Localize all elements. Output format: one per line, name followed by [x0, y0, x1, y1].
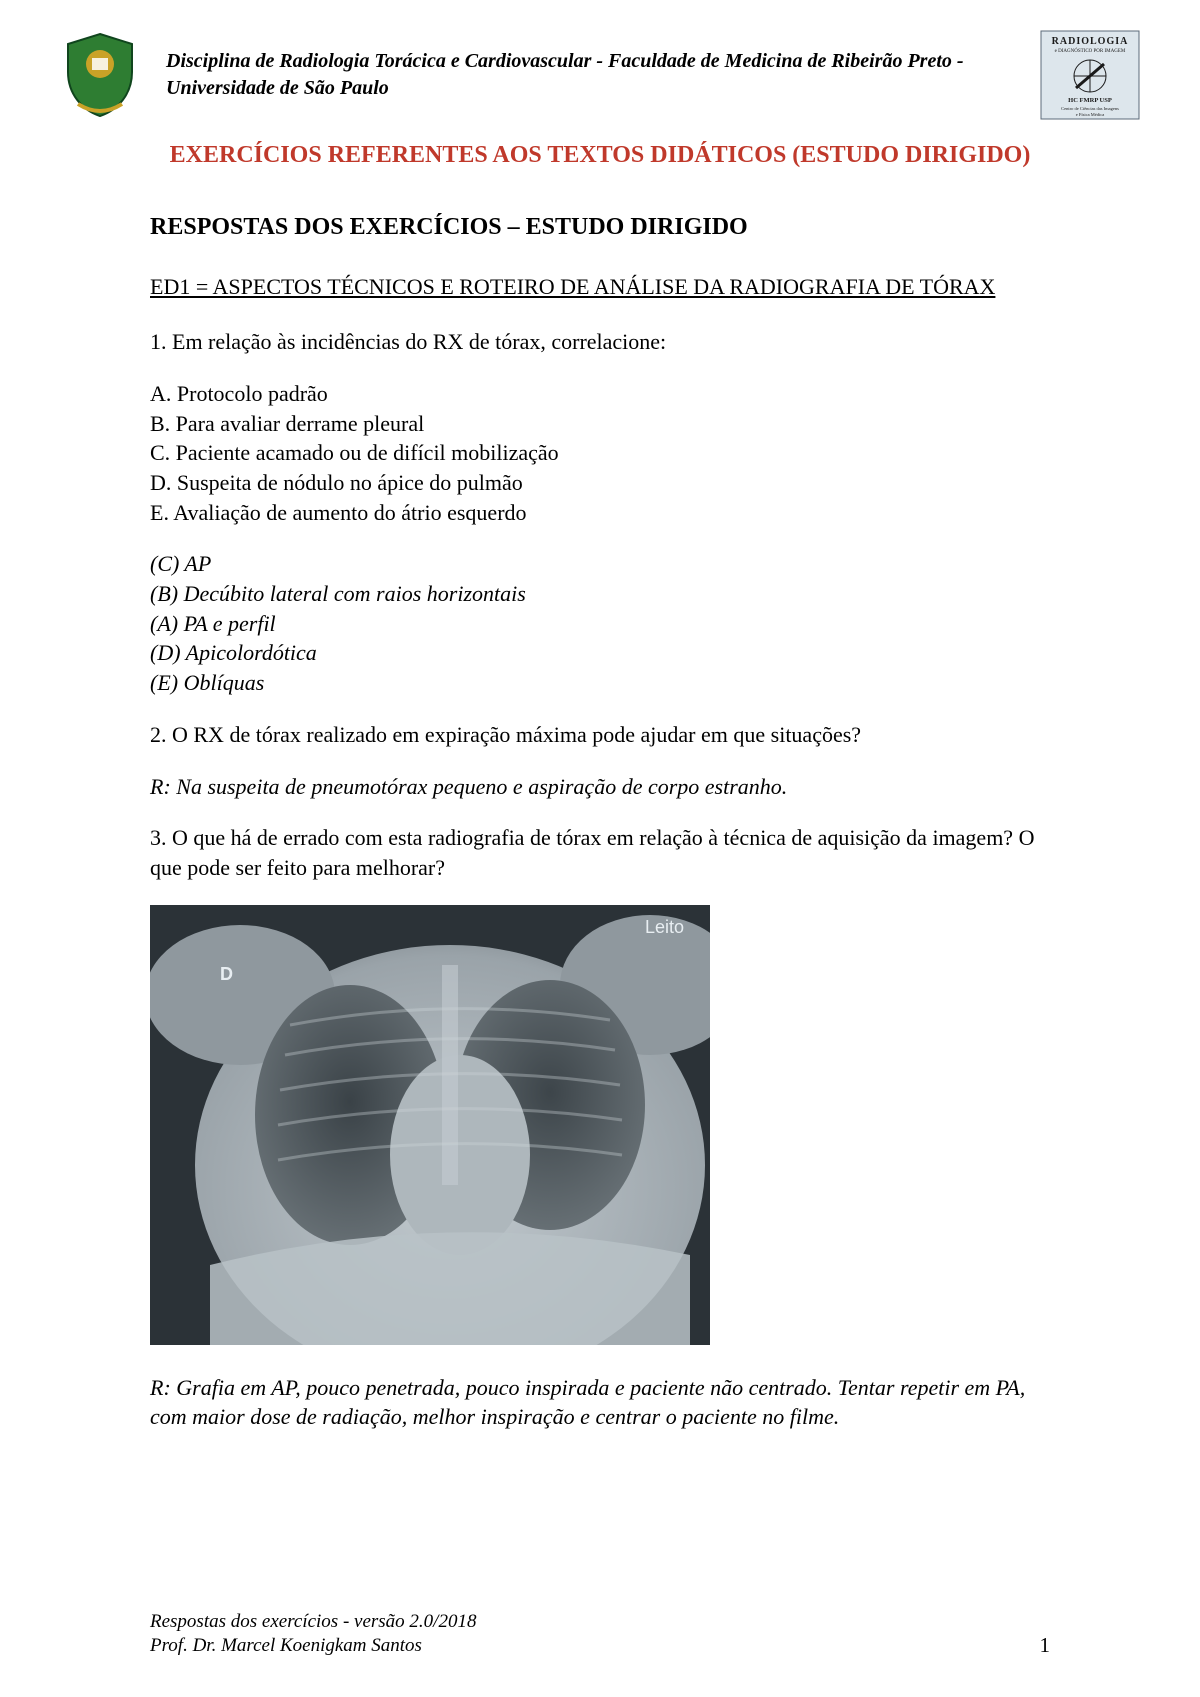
header: Disciplina de Radiologia Torácica e Card…	[60, 30, 1140, 120]
q3-prompt: 3. O que há de errado com esta radiograf…	[150, 823, 1050, 882]
footer-author: Prof. Dr. Marcel Koenigkam Santos	[150, 1634, 476, 1659]
q3-answer: R: Grafia em AP, pouco penetrada, pouco …	[150, 1373, 1050, 1432]
q1-answer: (A) PA e perfil	[150, 609, 1050, 639]
logo-right-title: RADIOLOGIA	[1052, 36, 1129, 47]
footer: Respostas dos exercícios - versão 2.0/20…	[150, 1610, 1050, 1659]
affiliation-text: Disciplina de Radiologia Torácica e Card…	[160, 48, 1020, 102]
q1-option: B. Para avaliar derrame pleural	[150, 409, 1050, 439]
page: Disciplina de Radiologia Torácica e Card…	[0, 0, 1200, 1697]
q2-prompt: 2. O RX de tórax realizado em expiração …	[150, 720, 1050, 750]
logo-right-sub3-b: e Física Médica	[1076, 112, 1105, 117]
q1-answers: (C) AP (B) Decúbito lateral com raios ho…	[150, 549, 1050, 697]
document-title: EXERCÍCIOS REFERENTES AOS TEXTOS DIDÁTIC…	[150, 140, 1050, 171]
xray-label-left: D	[220, 964, 233, 984]
logo-right-sub2: HC FMRP USP	[1068, 97, 1112, 104]
q2-answer: R: Na suspeita de pneumotórax pequeno e …	[150, 772, 1050, 802]
q1-answer: (D) Apicolordótica	[150, 638, 1050, 668]
subsection-title: ED1 = ASPECTOS TÉCNICOS E ROTEIRO DE ANÁ…	[150, 272, 1050, 302]
q1-option: A. Protocolo padrão	[150, 379, 1050, 409]
footer-left: Respostas dos exercícios - versão 2.0/20…	[150, 1610, 476, 1659]
q1-option: E. Avaliação de aumento do átrio esquerd…	[150, 498, 1050, 528]
university-crest-logo	[60, 30, 140, 120]
q1-options: A. Protocolo padrão B. Para avaliar derr…	[150, 379, 1050, 527]
logo-right-sub1: e DIAGNÓSTICO POR IMAGEM	[1055, 48, 1126, 54]
q1-answer: (C) AP	[150, 549, 1050, 579]
footer-version: Respostas dos exercícios - versão 2.0/20…	[150, 1610, 476, 1635]
q1-answer: (B) Decúbito lateral com raios horizonta…	[150, 579, 1050, 609]
q1-answer: (E) Oblíquas	[150, 668, 1050, 698]
radiology-dept-logo: RADIOLOGIA e DIAGNÓSTICO POR IMAGEM HC F…	[1040, 30, 1140, 120]
q1-option: C. Paciente acamado ou de difícil mobili…	[150, 438, 1050, 468]
q1-prompt: 1. Em relação às incidências do RX de tó…	[150, 327, 1050, 357]
xray-label-right: Leito	[645, 917, 684, 937]
section-title: RESPOSTAS DOS EXERCÍCIOS – ESTUDO DIRIGI…	[150, 211, 1050, 243]
content: RESPOSTAS DOS EXERCÍCIOS – ESTUDO DIRIGI…	[60, 211, 1140, 1432]
chest-xray-image: D Leito	[150, 905, 710, 1345]
logo-right-sub3-a: Centro de Ciências das Imagens	[1061, 106, 1119, 111]
q1-option: D. Suspeita de nódulo no ápice do pulmão	[150, 468, 1050, 498]
page-number: 1	[1040, 1632, 1051, 1659]
